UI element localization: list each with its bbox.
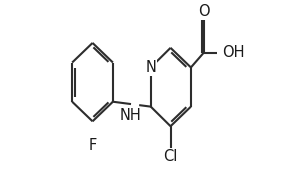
Text: OH: OH xyxy=(222,45,244,60)
Text: F: F xyxy=(89,138,97,153)
Text: O: O xyxy=(198,4,209,19)
Text: NH: NH xyxy=(120,108,142,123)
Text: Cl: Cl xyxy=(163,149,178,164)
Text: N: N xyxy=(145,60,156,75)
